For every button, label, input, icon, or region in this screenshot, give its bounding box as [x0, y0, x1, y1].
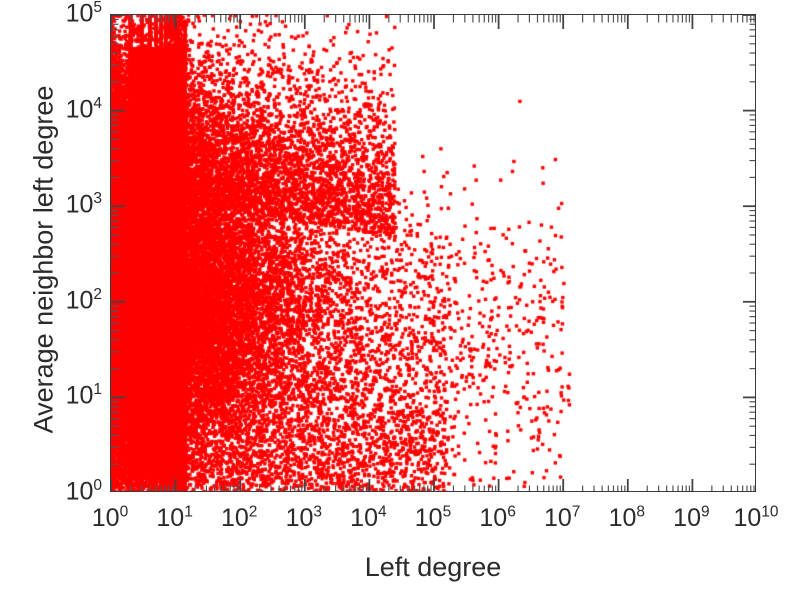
x-tick-label-10e1: 101 — [156, 503, 193, 532]
x-tick-label-10e4: 104 — [350, 503, 387, 532]
x-tick-label-10e8: 108 — [608, 503, 646, 532]
x-tick-label-10e10: 1010 — [733, 503, 779, 532]
y-tick-label-10e4: 104 — [65, 94, 102, 124]
plot-area — [110, 14, 756, 492]
y-tick-label-10e3: 103 — [65, 190, 102, 219]
x-tick-label-10e6: 106 — [479, 503, 516, 532]
x-tick-label-10e0: 100 — [91, 503, 129, 532]
scatter-points-canvas — [111, 15, 755, 491]
x-axis-label: Left degree — [364, 552, 502, 582]
x-tick-label-10e3: 103 — [285, 503, 323, 532]
y-tick-label-10e0: 100 — [65, 477, 102, 506]
x-tick-label-10e9: 109 — [673, 503, 710, 532]
y-axis-label: Average neighbor left degree — [28, 85, 59, 434]
y-tick-label-10e1: 101 — [65, 381, 102, 410]
x-tick-label-10e2: 102 — [220, 503, 258, 532]
x-tick-label-10e5: 105 — [414, 503, 452, 532]
y-tick-label-10e5: 105 — [65, 0, 102, 28]
x-tick-label-10e7: 107 — [543, 503, 581, 532]
y-tick-label-10e2: 102 — [65, 285, 102, 315]
